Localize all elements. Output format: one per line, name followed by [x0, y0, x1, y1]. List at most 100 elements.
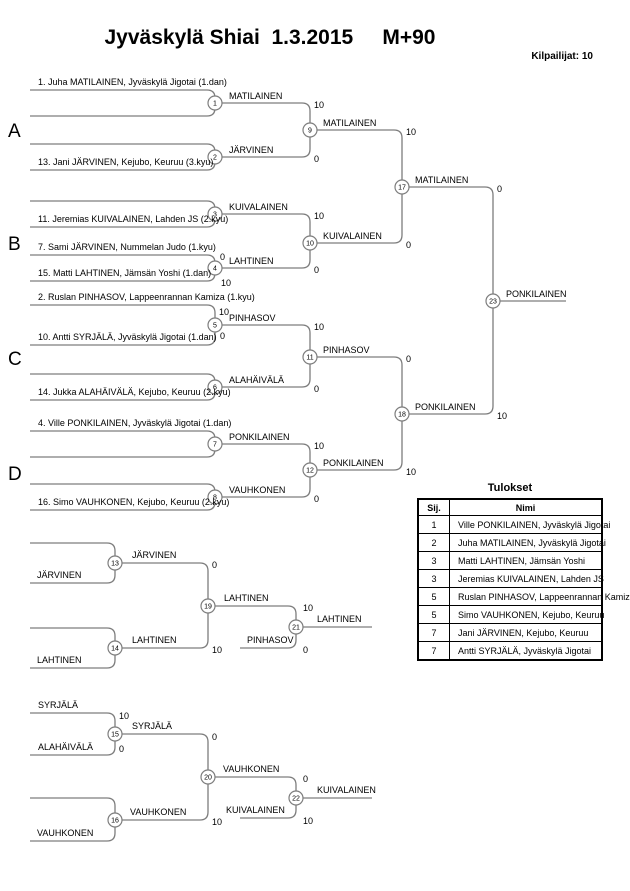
match-circle-m20: [200, 769, 216, 785]
winner-label-m19: LAHTINEN: [224, 593, 269, 603]
result-row: 2 Juha MATILAINEN, Jyväskylä Jigotai: [417, 533, 606, 552]
match-number-m12: 12: [306, 468, 314, 475]
result-row: 3 Jeremias KUIVALAINEN, Lahden JS: [417, 569, 604, 588]
seed-label-s16: 16. Simo VAUHKONEN, Kejubo, Keuruu (2.ky…: [38, 497, 229, 507]
match-lines-m1: [30, 89, 216, 117]
winner-label-m11: PINHASOV: [323, 345, 370, 355]
match-circle-m21: [288, 619, 304, 635]
winner-score-m9: 10: [406, 127, 416, 137]
winner-line-m11: [310, 356, 403, 414]
section-label-a: A: [8, 121, 21, 142]
match-circle-m13: [107, 555, 123, 571]
match-number-m22: 22: [292, 796, 300, 803]
match-circle-m3: [207, 206, 223, 222]
result-name: Matti LAHTINEN, Jämsän Yoshi: [449, 551, 603, 570]
match-circle-m16: [107, 812, 123, 828]
seed-label-s7: 7. Sami JÄRVINEN, Nummelan Judo (1.kyu): [38, 242, 216, 252]
result-name: Ruslan PINHASOV, Lappeenrannan Kamiza: [449, 587, 630, 606]
winner-label-m3: KUIVALAINEN: [229, 202, 288, 212]
winner-line-m10: [310, 187, 403, 244]
result-place: 2: [417, 533, 450, 552]
winner-score-m17: 0: [497, 184, 502, 194]
seed-label-s13: 13. Jani JÄRVINEN, Kejubo, Keuruu (3.kyu…: [38, 157, 213, 167]
winner-label-m17: MATILAINEN: [415, 175, 468, 185]
result-row: 7 Antti SYRJÄLÄ, Jyväskylä Jigotai: [417, 641, 603, 661]
result-place: 3: [417, 551, 450, 570]
match-circle-m12: [302, 462, 318, 478]
seed-label-s11: 11. Jeremias KUIVALAINEN, Lahden JS (2.k…: [38, 214, 228, 224]
match-circle-m10: [302, 235, 318, 251]
winner-score-m3: 10: [314, 211, 324, 221]
winner-line-m20: [208, 776, 297, 798]
bottom-score-m4: 10: [221, 278, 231, 288]
section-label-b: B: [8, 234, 21, 255]
match-circle-m19: [200, 598, 216, 614]
winner-score-m13: 0: [212, 560, 217, 570]
match-number-m2: 2: [213, 155, 217, 162]
bottom-score-m15: 0: [119, 744, 124, 754]
winner-line-m19: [208, 605, 297, 627]
result-place: 3: [417, 569, 450, 588]
results-table-body: 1 Ville PONKILAINEN, Jyväskylä Jigotai 2 Ju…: [417, 515, 630, 661]
result-row: 7 Jani JÄRVINEN, Kejubo, Keuruu: [417, 623, 603, 642]
winner-line-m12: [310, 414, 403, 471]
match-number-m9: 9: [308, 128, 312, 135]
winner-line-m15: [115, 733, 209, 777]
section-label-d: D: [8, 464, 22, 485]
winner-score-m1: 10: [314, 100, 324, 110]
winner-label-m14: LAHTINEN: [132, 635, 177, 645]
result-name: Juha MATILAINEN, Jyväskylä Jigotai: [449, 533, 606, 552]
results-table: Sij. Nimi 1 Ville PONKILAINEN, Jyväskylä …: [417, 498, 630, 661]
winner-line-m6: [215, 357, 311, 388]
winner-label-m4: LAHTINEN: [229, 256, 274, 266]
entrant-label-m15-top: SYRJÄLÄ: [38, 700, 78, 710]
match-circle-m6: [207, 379, 223, 395]
winner-score-m4: 0: [314, 265, 319, 275]
winner-label-m13: JÄRVINEN: [132, 550, 176, 560]
result-name: Jeremias KUIVALAINEN, Lahden JS: [449, 569, 604, 588]
result-name: Simo VAUHKONEN, Kejubo, Keuruu: [449, 605, 604, 624]
match-number-m8: 8: [213, 495, 217, 502]
match-circle-m23: [485, 293, 501, 309]
match-number-m21: 21: [292, 625, 300, 632]
match-number-m6: 6: [213, 385, 217, 392]
match-number-m7: 7: [213, 442, 217, 449]
winner-score-m6: 0: [314, 384, 319, 394]
winner-score-m10: 0: [406, 240, 411, 250]
match-number-m20: 20: [204, 775, 212, 782]
page-title: Jyväskylä Shiai 1.3.2015 M+90: [104, 26, 436, 49]
stub-line-m21: [240, 627, 297, 649]
match-number-m10: 10: [306, 241, 314, 248]
result-row: 5 Ruslan PINHASOV, Lappeenrannan Kamiza: [417, 587, 630, 606]
result-place: 7: [417, 623, 450, 642]
winner-label-m12: PONKILAINEN: [323, 458, 384, 468]
entrant-label-m22: KUIVALAINEN: [226, 805, 285, 815]
result-row: 1 Ville PONKILAINEN, Jyväskylä Jigotai: [417, 515, 610, 534]
winner-line-m8: [215, 470, 311, 498]
match-number-m3: 3: [213, 212, 217, 219]
match-number-m23: 23: [489, 299, 497, 306]
winner-label-m7: PONKILAINEN: [229, 432, 290, 442]
result-name: Antti SYRJÄLÄ, Jyväskylä Jigotai: [449, 641, 603, 661]
top-score-m15: 10: [119, 711, 129, 721]
winner-line-m18: [402, 301, 494, 415]
match-circle-m22: [288, 790, 304, 806]
match-number-m5: 5: [213, 323, 217, 330]
winner-score-m15: 0: [212, 732, 217, 742]
match-circle-m4: [207, 260, 223, 276]
winner-score-m2: 0: [314, 154, 319, 164]
winner-score-m20: 0: [303, 774, 308, 784]
match-circle-m1: [207, 95, 223, 111]
match-circle-m7: [207, 436, 223, 452]
entrant-label-m13: JÄRVINEN: [37, 570, 81, 580]
entrant-label-m21: PINHASOV: [247, 635, 294, 645]
bottom-score-m5: 0: [220, 331, 225, 341]
winner-label-m15: SYRJÄLÄ: [132, 721, 172, 731]
result-place: 1: [417, 515, 450, 534]
match-circle-m8: [207, 489, 223, 505]
winner-line-m9: [310, 129, 403, 187]
result-row: 5 Simo VAUHKONEN, Kejubo, Keuruu: [417, 605, 604, 624]
result-name: Ville PONKILAINEN, Jyväskylä Jigotai: [449, 515, 610, 534]
match-circle-m18: [394, 406, 410, 422]
